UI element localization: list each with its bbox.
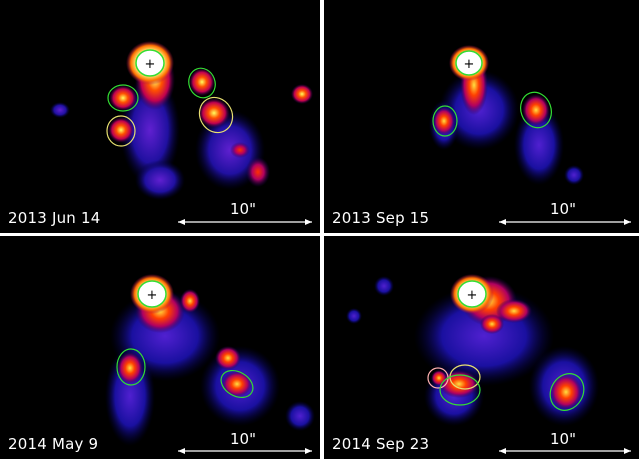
region-ellipse-green <box>432 105 458 137</box>
scale-label: 10" <box>230 200 256 218</box>
jet-knot <box>117 352 143 384</box>
jet-knot <box>189 68 215 96</box>
region-ellipse-yellow <box>106 115 136 147</box>
diffuse-emission <box>50 102 70 118</box>
date-label: 2014 May 9 <box>8 435 99 453</box>
xray-image: + <box>105 274 315 454</box>
panel-2014-sep-23: + 10" 2014 Sep 23 <box>324 236 639 459</box>
jet-knot <box>108 117 134 143</box>
core-marker: + <box>467 288 478 303</box>
region-ellipse-green <box>439 374 481 406</box>
core-marker: + <box>147 288 158 303</box>
jet-knot <box>522 94 550 126</box>
region-ellipse-green <box>549 373 585 411</box>
jet-knot <box>496 299 532 323</box>
date-label: 2013 Sep 15 <box>332 209 430 227</box>
diffuse-emission <box>285 401 315 431</box>
arrow-right-icon <box>624 219 631 225</box>
date-label: 2013 Jun 14 <box>8 209 101 227</box>
region-ellipse-yellow <box>198 96 234 134</box>
arrow-left-icon <box>499 448 506 454</box>
jet-knot <box>230 142 250 158</box>
xray-image: + <box>346 274 631 454</box>
region-ellipse-green <box>188 67 216 99</box>
diffuse-emission <box>346 308 362 324</box>
jet-knot <box>550 374 582 410</box>
arrow-left-icon <box>499 219 506 225</box>
jet-knot <box>291 84 313 104</box>
diffuse-emission <box>374 276 394 296</box>
core-region <box>135 49 165 77</box>
panel-2013-sep-15: + 10" 2013 Sep 15 <box>324 0 639 233</box>
jet-knot <box>222 371 252 397</box>
jet-knot <box>198 98 230 128</box>
region-ellipse-green <box>107 84 139 112</box>
core-marker: + <box>464 57 475 72</box>
jet-knot <box>180 289 200 313</box>
scale-label: 10" <box>230 430 256 448</box>
core-region <box>455 50 483 76</box>
core-marker: + <box>145 57 156 72</box>
diffuse-emission <box>135 160 185 200</box>
jet-knot <box>433 107 455 135</box>
jet-knot <box>480 314 504 334</box>
jet-knot <box>431 370 447 386</box>
panel-2013-jun-14: + 10" 2013 Jun 14 <box>0 0 320 233</box>
jet-knot <box>109 85 137 111</box>
diffuse-emission <box>564 165 584 185</box>
arrow-right-icon <box>624 448 631 454</box>
region-ellipse-green <box>220 369 254 399</box>
core-region <box>137 280 167 308</box>
xray-image: + <box>50 41 313 225</box>
region-ellipse-green <box>116 348 146 386</box>
region-ellipse-green <box>520 91 552 129</box>
arrow-right-icon <box>305 448 312 454</box>
arrow-left-icon <box>178 448 185 454</box>
jet-knot <box>215 346 241 370</box>
scale-label: 10" <box>550 200 576 218</box>
diffuse-emission <box>514 105 564 185</box>
date-label: 2014 Sep 23 <box>332 435 430 453</box>
core-region <box>457 280 487 308</box>
arrow-left-icon <box>178 219 185 225</box>
xray-image: + <box>429 45 631 225</box>
jet-knot <box>246 157 270 187</box>
arrow-right-icon <box>305 219 312 225</box>
panel-2014-may-9: + 10" 2014 May 9 <box>0 236 320 459</box>
scale-label: 10" <box>550 430 576 448</box>
